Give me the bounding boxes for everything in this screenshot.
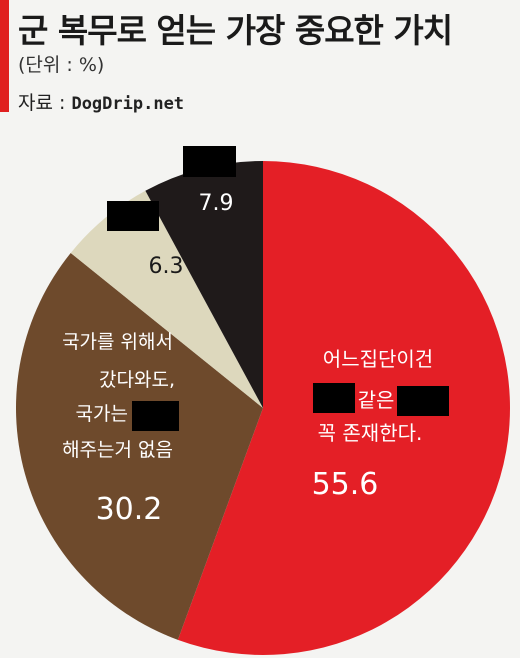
pie-slice-1 [15,252,264,640]
slice-1-value-label: 30.2 [96,492,163,527]
slice-3-value-label: 7.9 [199,191,234,216]
source-site: DogDrip.net [71,94,185,114]
source-label: 자료 : [18,92,66,114]
unit-label: (단위 : %) [18,54,105,76]
slice-1-label-line-2: 국가는 [76,403,128,425]
slice-0-label-line-0: 어느집단이건 [323,347,433,371]
pie-slice-3 [145,161,263,408]
source-line: 자료 : DogDrip.net [18,88,184,115]
redaction-box [107,201,159,231]
slice-2-value-label: 6.3 [149,254,184,279]
redaction-box [397,386,449,416]
redaction-box [132,401,179,431]
redaction-box [183,146,236,177]
slice-1-label-line-1: 갔다와도, [99,369,175,391]
header-accent-bar [0,0,9,112]
slice-0-value-label: 55.6 [312,467,379,502]
pie-slice-2 [70,190,263,408]
slice-0-label-line-2: 꼭 존재한다. [318,421,423,445]
slice-1-label-line-0: 국가를 위해서 [62,331,173,353]
chart-title: 군 복무로 얻는 가장 중요한 가치 [18,11,453,50]
slice-1-label-line-3: 해주는거 없음 [62,439,173,461]
slice-0-label-line-1: 같은 [358,388,395,412]
redaction-box [313,383,355,413]
